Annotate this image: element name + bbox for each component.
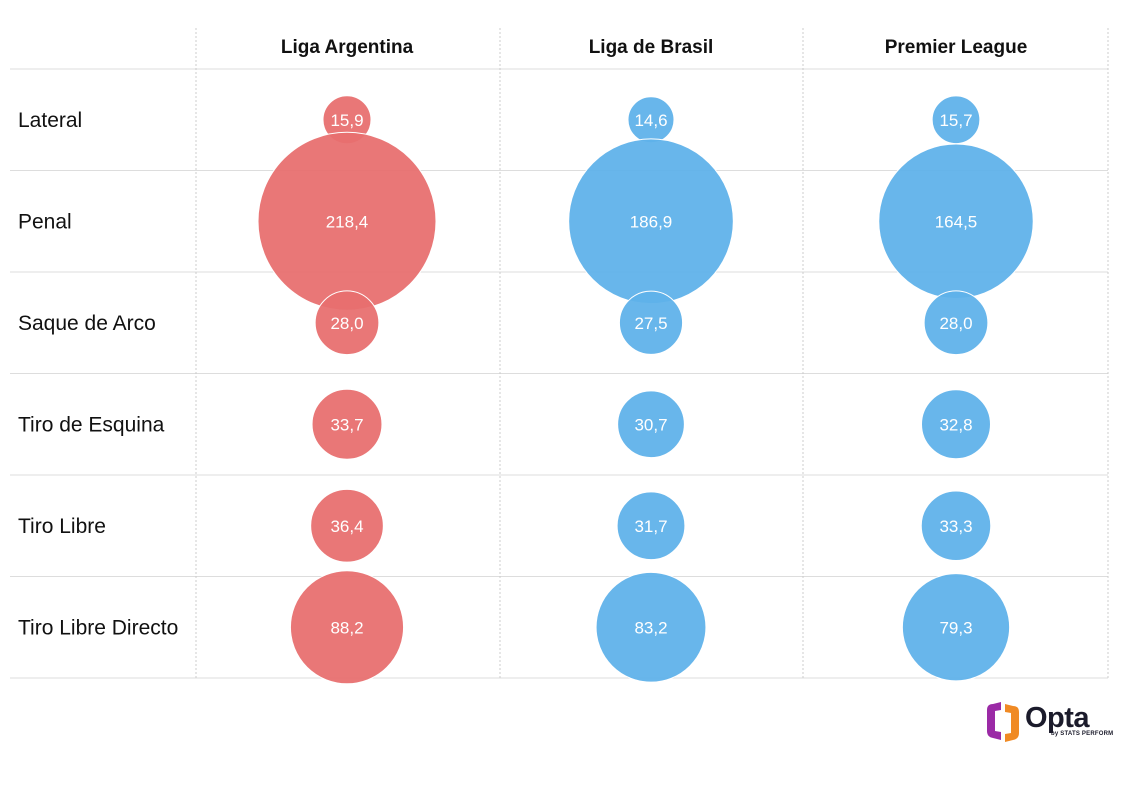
bubble (289, 570, 405, 685)
bubbles (257, 95, 1034, 685)
logo-wordmark: Opta (1025, 702, 1090, 734)
bubble-value-label: 30,7 (634, 415, 667, 434)
bubble-value-label: 27,5 (634, 314, 667, 333)
bubble (923, 290, 989, 356)
logo-subtitle: by STATS PERFORM (1051, 731, 1114, 737)
bubble (920, 490, 992, 562)
bubble-value-label: 218,4 (326, 212, 369, 231)
column-header: Premier League (885, 37, 1028, 58)
bubble-value-label: 28,0 (939, 314, 972, 333)
bubble-value-label: 36,4 (330, 517, 363, 536)
row-label: Tiro Libre (18, 515, 106, 538)
grid-lines (10, 28, 1109, 679)
bubble-value-label: 32,8 (939, 415, 972, 434)
bubble (901, 573, 1011, 682)
column-header: Liga Argentina (281, 37, 414, 58)
bubble-value-label: 31,7 (634, 517, 667, 536)
bubble (314, 290, 380, 356)
row-label: Saque de Arco (18, 312, 156, 335)
bubble-value-label: 186,9 (630, 212, 673, 231)
bubble-value-label: 88,2 (330, 618, 363, 637)
bubble-value-label: 15,7 (939, 111, 972, 130)
bubble (921, 389, 991, 460)
row-label: Tiro de Esquina (18, 413, 165, 436)
bubble-value-label: 28,0 (330, 314, 363, 333)
bubble-labels: 15,9 14,6 15,7 218,4 186,9 164,5 28,0 27,5 28,0 3… (326, 111, 978, 638)
bubble (311, 388, 383, 460)
bubble (617, 390, 685, 459)
bubble-value-label: 15,9 (330, 111, 363, 130)
bubble-value-label: 79,3 (939, 618, 972, 637)
bubble-value-label: 14,6 (634, 111, 667, 130)
column-header: Liga de Brasil (589, 37, 714, 58)
bubble-value-label: 33,3 (939, 517, 972, 536)
bubble (595, 571, 707, 683)
row-label: Tiro Libre Directo (18, 616, 178, 639)
row-label: Penal (18, 210, 72, 233)
opta-logo: Opta by STATS PERFORM (983, 700, 1113, 744)
column-headers: Liga Argentina Liga de Brasil Premier Leag… (281, 37, 1027, 58)
bubble (618, 290, 684, 355)
opta-logo-icon (987, 702, 1019, 742)
row-labels: Lateral Penal Saque de Arco Tiro de Esquina… (18, 109, 178, 640)
bubble (616, 491, 686, 561)
bubble-value-label: 164,5 (935, 212, 978, 231)
bubble-value-label: 83,2 (634, 618, 667, 637)
row-label: Lateral (18, 109, 82, 132)
bubble-value-label: 33,7 (330, 415, 363, 434)
bubble (310, 488, 384, 563)
